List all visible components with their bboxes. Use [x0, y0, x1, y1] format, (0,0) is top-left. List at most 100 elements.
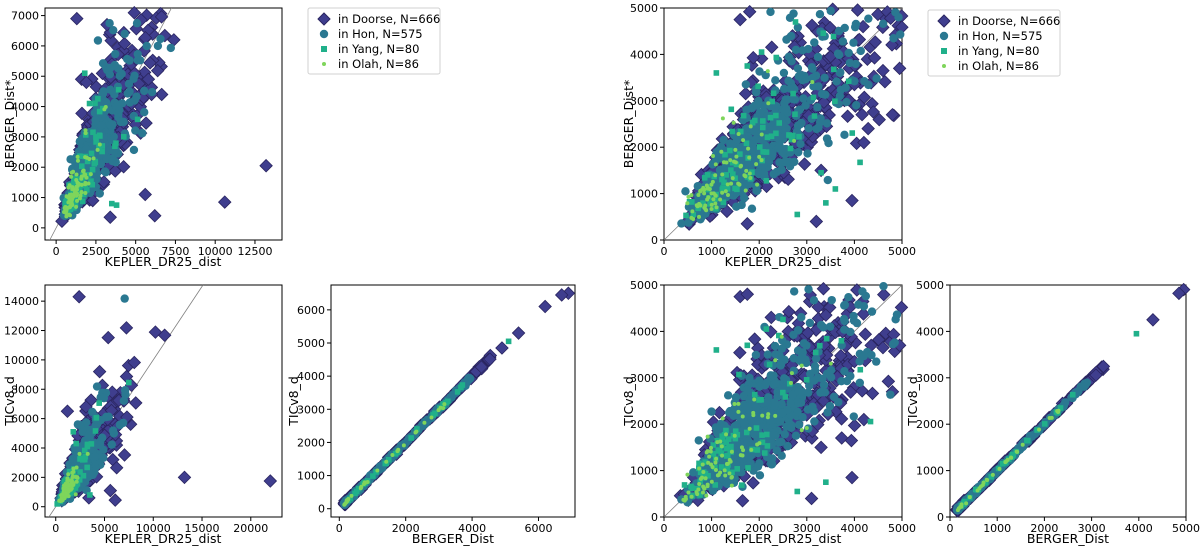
hon-point: [775, 158, 783, 166]
hon-point: [156, 35, 164, 43]
doorse-point: [139, 188, 151, 200]
hon-point: [140, 87, 148, 95]
hon-point: [839, 37, 847, 45]
olah-point: [384, 460, 388, 464]
hon-point: [108, 440, 116, 448]
circle-icon: [320, 30, 328, 38]
olah-point: [760, 132, 764, 136]
hon-point: [784, 77, 792, 85]
y-tick-label: 0: [32, 501, 39, 514]
doorse-point: [836, 432, 848, 444]
hon-point: [109, 26, 117, 34]
olah-point: [65, 479, 69, 483]
hon-point: [138, 129, 146, 137]
yang-point: [729, 129, 735, 135]
olah-point: [349, 494, 353, 498]
y-tick-label: 4000: [11, 442, 39, 455]
doorse-point: [539, 300, 551, 312]
olah-point: [72, 193, 76, 197]
hon-point: [133, 19, 141, 27]
y-tick-label: 0: [651, 234, 658, 247]
olah-point: [68, 199, 72, 203]
hon-point: [857, 47, 865, 55]
olah-point: [345, 499, 349, 503]
olah-point: [442, 402, 446, 406]
olah-point: [714, 162, 718, 166]
hon-point: [891, 8, 899, 16]
hon-point: [810, 38, 818, 46]
doorse-point: [734, 13, 746, 25]
olah-point: [734, 160, 738, 164]
olah-point: [82, 169, 86, 173]
yang-point: [93, 428, 99, 434]
doorse-point: [893, 62, 905, 74]
hon-point: [126, 98, 134, 106]
y-tick-label: 1000: [11, 192, 39, 205]
doorse-point: [798, 158, 810, 170]
yang-point: [760, 118, 766, 124]
olah-point: [728, 158, 732, 162]
olah-point: [732, 121, 736, 125]
olah-point: [726, 193, 730, 197]
olah-point: [748, 171, 752, 175]
hon-point: [864, 14, 872, 22]
hon-point: [787, 57, 795, 65]
hon-point: [76, 137, 84, 145]
hon-point: [852, 101, 860, 109]
olah-point: [700, 188, 704, 192]
legend-right: in Doorse, N=666 in Hon, N=575 in Yang, …: [928, 10, 1060, 76]
hon-point: [681, 187, 689, 195]
yang-point: [757, 144, 763, 150]
y-tick-label: 5000: [297, 337, 325, 350]
y-tick-label: 1000: [630, 188, 658, 201]
hon-point: [832, 77, 840, 85]
yang-point: [745, 63, 751, 69]
hon-point: [94, 36, 102, 44]
doorse-point: [766, 41, 778, 53]
y-tick-label: 4000: [630, 48, 658, 61]
yang-point: [792, 111, 798, 117]
yang-point: [771, 90, 777, 96]
olah-point: [79, 194, 83, 198]
olah-point: [75, 476, 79, 480]
yang-point: [728, 167, 734, 173]
olah-point: [67, 484, 71, 488]
yang-point: [741, 113, 747, 119]
olah-point: [71, 170, 75, 174]
olah-point: [714, 194, 718, 198]
x-axis-label: KEPLER_DR25_dist: [105, 531, 222, 546]
olah-point: [76, 159, 80, 163]
doorse-point: [841, 110, 853, 122]
yang-point: [460, 382, 466, 388]
hon-point: [125, 56, 133, 64]
olah-point: [66, 488, 70, 492]
olah-point: [342, 503, 346, 507]
hon-point: [803, 149, 811, 157]
olah-point: [83, 191, 87, 195]
hon-point: [813, 103, 821, 111]
hon-point: [889, 34, 897, 42]
hon-point: [796, 140, 804, 148]
olah-point: [713, 202, 717, 206]
olah-point: [757, 155, 761, 159]
yang-point: [506, 339, 512, 345]
olah-point: [711, 154, 715, 158]
hon-point: [792, 46, 800, 54]
y-tick-label: 12000: [4, 325, 39, 338]
hon-point: [132, 92, 140, 100]
hon-point: [842, 98, 850, 106]
olah-point: [720, 191, 724, 195]
yang-point: [78, 455, 84, 461]
doorse-point: [810, 215, 822, 227]
hon-point: [766, 8, 774, 16]
olah-point: [74, 205, 78, 209]
olah-point: [76, 155, 80, 159]
olah-point: [60, 498, 64, 502]
olah-point: [89, 172, 93, 176]
yang-point: [90, 167, 96, 173]
yang-point: [95, 96, 101, 102]
olah-point: [713, 173, 717, 177]
hon-point: [742, 106, 750, 114]
